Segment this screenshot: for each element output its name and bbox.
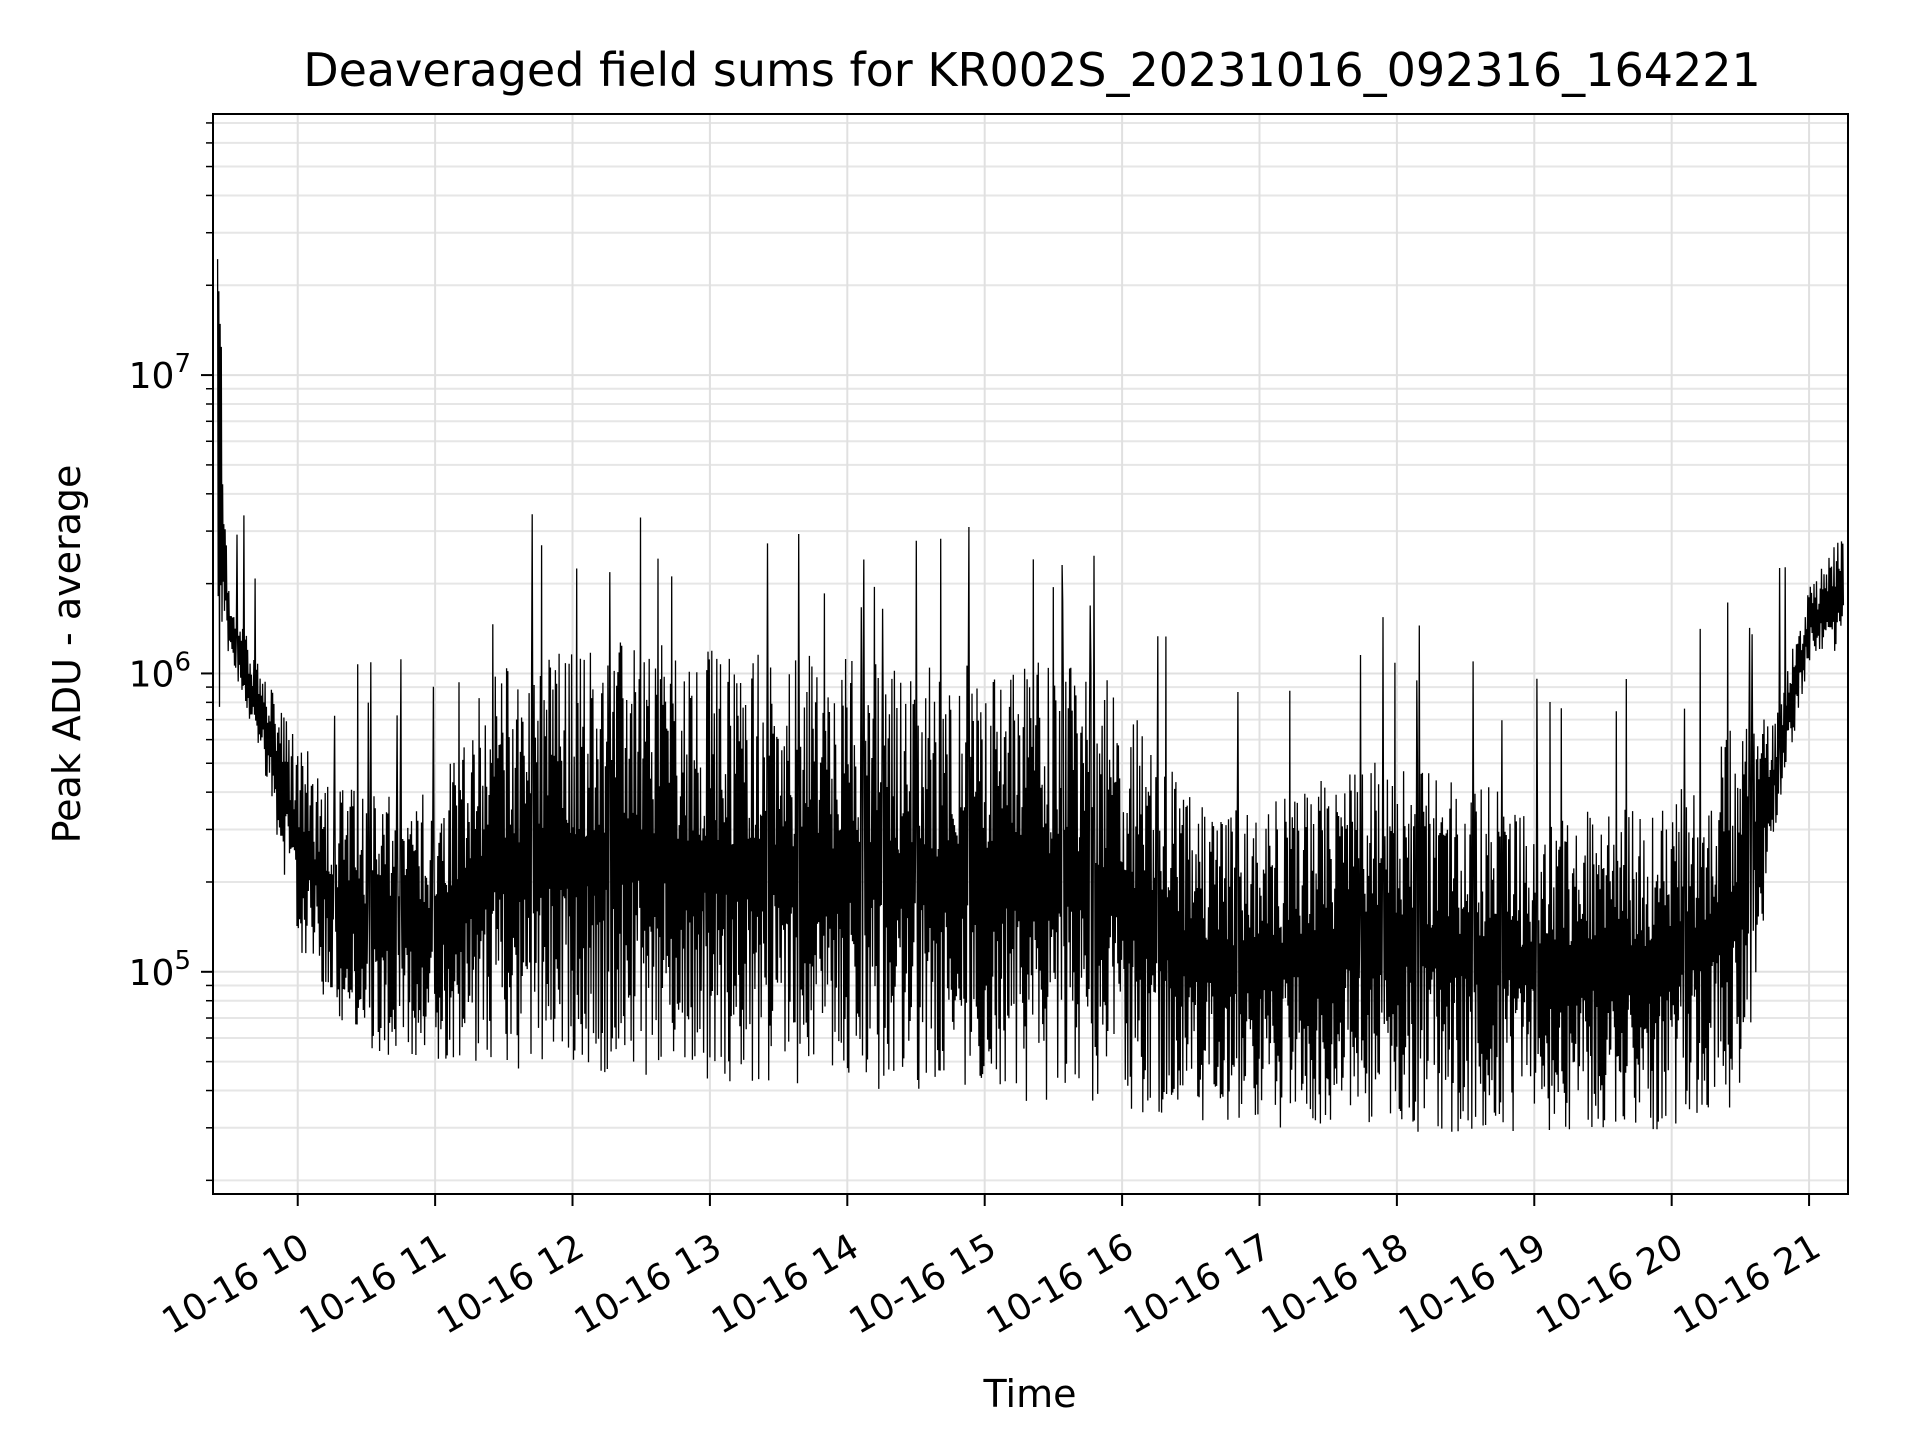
y-tick-label-base: 10 (129, 654, 175, 695)
y-tick-label: 105 (129, 946, 191, 994)
data-series (216, 259, 1845, 1132)
y-tick-label: 106 (129, 647, 191, 695)
chart-title: Deaveraged field sums for KR002S_2023101… (303, 43, 1761, 97)
y-tick-label-exponent: 7 (174, 349, 191, 379)
y-tick-label: 107 (129, 349, 191, 397)
y-tick-label-exponent: 6 (174, 647, 191, 677)
plot-frame (212, 113, 1849, 1195)
y-tick-label-base: 10 (129, 953, 175, 994)
series-line (216, 259, 1845, 1132)
y-tick-label-base: 10 (129, 356, 175, 397)
y-tick-label-exponent: 5 (174, 946, 191, 976)
y-axis-label: Peak ADU - average (45, 465, 89, 844)
x-axis-label: Time (983, 1372, 1077, 1416)
